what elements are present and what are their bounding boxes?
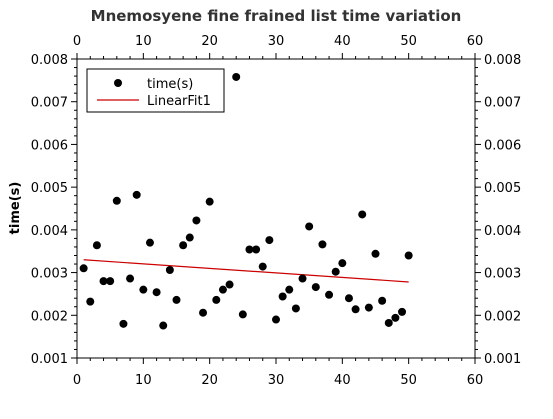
- x-tick-label-top: 40: [334, 34, 351, 49]
- y-tick-label: 0.002: [31, 309, 68, 324]
- data-point: [245, 245, 254, 254]
- x-tick-label-top: 0: [73, 34, 81, 49]
- x-tick-label: 10: [135, 373, 152, 388]
- data-point: [378, 296, 387, 305]
- y-tick-label-right: 0.001: [484, 352, 521, 367]
- data-point: [132, 190, 141, 199]
- data-point: [119, 319, 128, 328]
- data-point: [139, 285, 148, 294]
- data-point: [92, 241, 101, 250]
- data-point: [232, 72, 241, 81]
- data-point: [106, 277, 115, 286]
- x-tick-label: 30: [268, 373, 285, 388]
- legend-marker-time: [114, 79, 122, 87]
- data-point: [272, 315, 280, 324]
- y-tick-label-right: 0.003: [484, 267, 521, 282]
- y-tick-label-right: 0.004: [484, 224, 521, 239]
- data-point: [318, 240, 327, 249]
- data-point: [351, 305, 360, 314]
- x-tick-label: 40: [334, 373, 351, 388]
- y-tick-label: 0.003: [31, 267, 68, 282]
- x-tick-label: 50: [400, 373, 417, 388]
- data-point: [79, 264, 88, 273]
- data-point: [126, 274, 135, 283]
- data-point: [218, 285, 227, 294]
- data-point: [391, 313, 400, 322]
- data-point: [159, 321, 168, 330]
- data-point: [165, 266, 174, 275]
- legend-label-linearfit: LinearFit1: [147, 94, 211, 109]
- x-tick-label-top: 60: [467, 34, 484, 49]
- data-point: [285, 285, 294, 294]
- y-tick-label: 0.008: [31, 53, 68, 68]
- points-layer: [79, 72, 413, 330]
- data-point: [192, 216, 201, 225]
- data-point: [199, 308, 208, 317]
- data-point: [364, 303, 373, 312]
- data-point: [225, 280, 234, 289]
- data-point: [344, 294, 353, 303]
- data-point: [212, 295, 221, 304]
- y-tick-label-right: 0.008: [484, 53, 521, 68]
- y-tick-label-right: 0.007: [484, 96, 521, 111]
- data-point: [99, 277, 108, 286]
- data-point: [258, 262, 267, 271]
- data-point: [331, 267, 340, 276]
- y-tick-label: 0.006: [31, 138, 68, 153]
- y-tick-label: 0.007: [31, 96, 68, 111]
- y-tick-label: 0.004: [31, 224, 68, 239]
- y-tick-label: 0.005: [31, 181, 68, 196]
- y-tick-label: 0.001: [31, 352, 68, 367]
- data-point: [305, 222, 314, 231]
- data-point: [311, 283, 320, 292]
- data-point: [298, 274, 307, 283]
- data-point: [205, 197, 214, 206]
- y-tick-label-right: 0.002: [484, 309, 521, 324]
- y-axis-label: time(s): [8, 182, 23, 235]
- data-point: [371, 249, 380, 258]
- data-point: [86, 297, 95, 306]
- chart-title: Mnemosyene fine frained list time variat…: [91, 7, 462, 25]
- x-tick-label: 0: [73, 373, 81, 388]
- data-point: [172, 295, 181, 304]
- data-point: [112, 196, 121, 205]
- x-tick-label-top: 30: [268, 34, 285, 49]
- data-point: [152, 288, 161, 297]
- y-tick-label-right: 0.005: [484, 181, 521, 196]
- data-point: [185, 233, 194, 242]
- y-tick-label-right: 0.006: [484, 138, 521, 153]
- fit-layer: [83, 259, 409, 283]
- data-point: [404, 251, 413, 260]
- data-point: [145, 238, 154, 247]
- fit-line: [83, 259, 409, 283]
- legend-label-time: time(s): [147, 77, 193, 92]
- data-point: [265, 236, 274, 245]
- data-point: [398, 307, 407, 316]
- data-point: [252, 245, 261, 254]
- data-point: [325, 290, 334, 299]
- data-point: [238, 310, 247, 319]
- data-point: [278, 292, 287, 301]
- x-tick-label: 20: [201, 373, 218, 388]
- x-tick-label-top: 20: [201, 34, 218, 49]
- legend: time(s) LinearFit1: [86, 68, 225, 113]
- x-tick-label-top: 10: [135, 34, 152, 49]
- data-point: [358, 210, 367, 219]
- data-point: [384, 318, 393, 327]
- data-point: [338, 259, 347, 268]
- x-tick-label-top: 50: [400, 34, 417, 49]
- data-point: [291, 304, 300, 313]
- data-point: [179, 241, 188, 250]
- x-tick-label: 60: [467, 373, 484, 388]
- legend-box: [86, 68, 225, 113]
